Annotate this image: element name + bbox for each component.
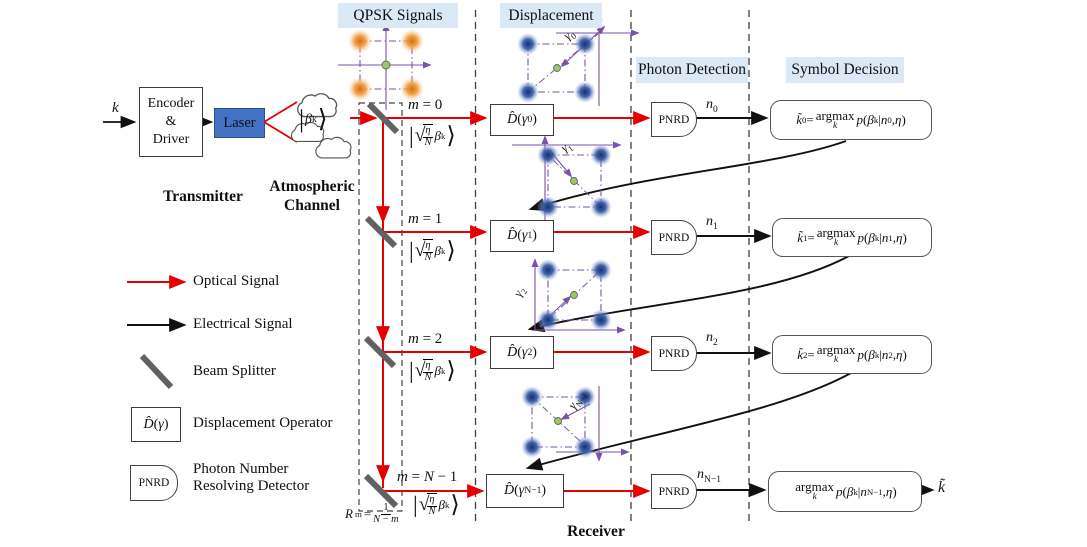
receiver-section-label: Receiver <box>567 523 625 540</box>
photon-count-3: nN−1 <box>697 467 721 485</box>
m-label-1: m = 1 <box>408 211 443 227</box>
legend-label-beam-splitter: Beam Splitter <box>193 363 276 379</box>
encoder-line: & <box>165 113 177 129</box>
feedback-curves <box>525 140 852 471</box>
legend-label-pnrd: Photon Number Resolving Detector <box>193 461 310 494</box>
symbol-decision-box-1: k̃ 1 = argmax k p(β k | n 1, η) <box>772 218 932 257</box>
m-label-0: m = 0 <box>408 97 443 113</box>
pnrd-detector-2: PNRD <box>651 336 697 371</box>
laser-beam-cone <box>263 101 298 143</box>
laser-box: Laser <box>214 108 265 138</box>
displacement-operator-box-2: D̂(γ 2) <box>490 336 554 369</box>
photon-count-2: n2 <box>706 330 718 348</box>
symbol-decision-box-3: argmax k p(β k | n N−1, η) <box>768 471 922 512</box>
atmospheric-channel-label: Atmospheric Channel <box>269 178 355 215</box>
legend-symbols <box>127 275 187 390</box>
symbol-decision-box-2: k̃ 2 = argmax k p(β k | n 2, η) <box>772 335 932 374</box>
displacement-header: Displacement <box>500 3 602 28</box>
displaced-constellation-3 <box>521 386 630 462</box>
coherent-state-label: | β k ⟩ <box>299 106 328 133</box>
displaced-constellation-2 <box>531 258 626 334</box>
m-label-2: m = 2 <box>408 331 443 347</box>
transmitter-section-label: Transmitter <box>163 188 243 205</box>
m-label-3: m = N − 1 <box>397 469 458 485</box>
encoder-line: Driver <box>152 132 190 148</box>
cloud-icon <box>290 93 352 159</box>
photon-count-0: n0 <box>706 97 718 115</box>
displaced-constellation-1 <box>512 135 622 228</box>
encoder-driver-box: Encoder & Driver <box>139 87 203 157</box>
qpsk-signals-header: QPSK Signals <box>338 3 458 28</box>
optical-paths <box>350 111 651 498</box>
displacement-operator-box-0: D̂(γ 0) <box>490 104 554 136</box>
pnrd-detector-1: PNRD <box>651 220 697 255</box>
photon-count-1: n1 <box>706 214 718 232</box>
qpsk-constellation <box>338 22 432 110</box>
legend-label-displacement-operator: Displacement Operator <box>193 415 333 431</box>
legend-label-electrical: Electrical Signal <box>193 316 293 332</box>
beam-splitter-icon <box>363 101 400 509</box>
photon-detection-header: Photon Detection <box>636 57 748 83</box>
legend-label-optical: Optical Signal <box>193 273 280 289</box>
beam-splitter-column-box <box>358 102 403 512</box>
final-symbol-label: k̃ <box>938 479 946 496</box>
displacement-operator-box-3: D̂(γ N−1) <box>486 474 564 508</box>
symbol-decision-box-0: k̃ 0 = argmax k p(β k | n 0, η) <box>770 100 932 140</box>
symbol-decision-header: Symbol Decision <box>786 57 904 83</box>
displaced-constellation-0 <box>517 12 640 106</box>
beam-splitter-legend-icon <box>139 353 174 390</box>
displacement-operator-box-1: D̂(γ 1) <box>490 220 554 252</box>
pnrd-legend-icon: PNRD <box>130 465 178 501</box>
electrical-paths <box>695 111 935 497</box>
pnrd-detector-3: PNRD <box>651 474 697 509</box>
input-bit-label: k <box>112 100 119 116</box>
pnrd-detector-0: PNRD <box>651 102 697 137</box>
encoder-line: Encoder <box>147 95 195 111</box>
displacement-operator-legend-icon: D̂(γ) <box>131 407 181 442</box>
section-separators <box>474 10 750 521</box>
